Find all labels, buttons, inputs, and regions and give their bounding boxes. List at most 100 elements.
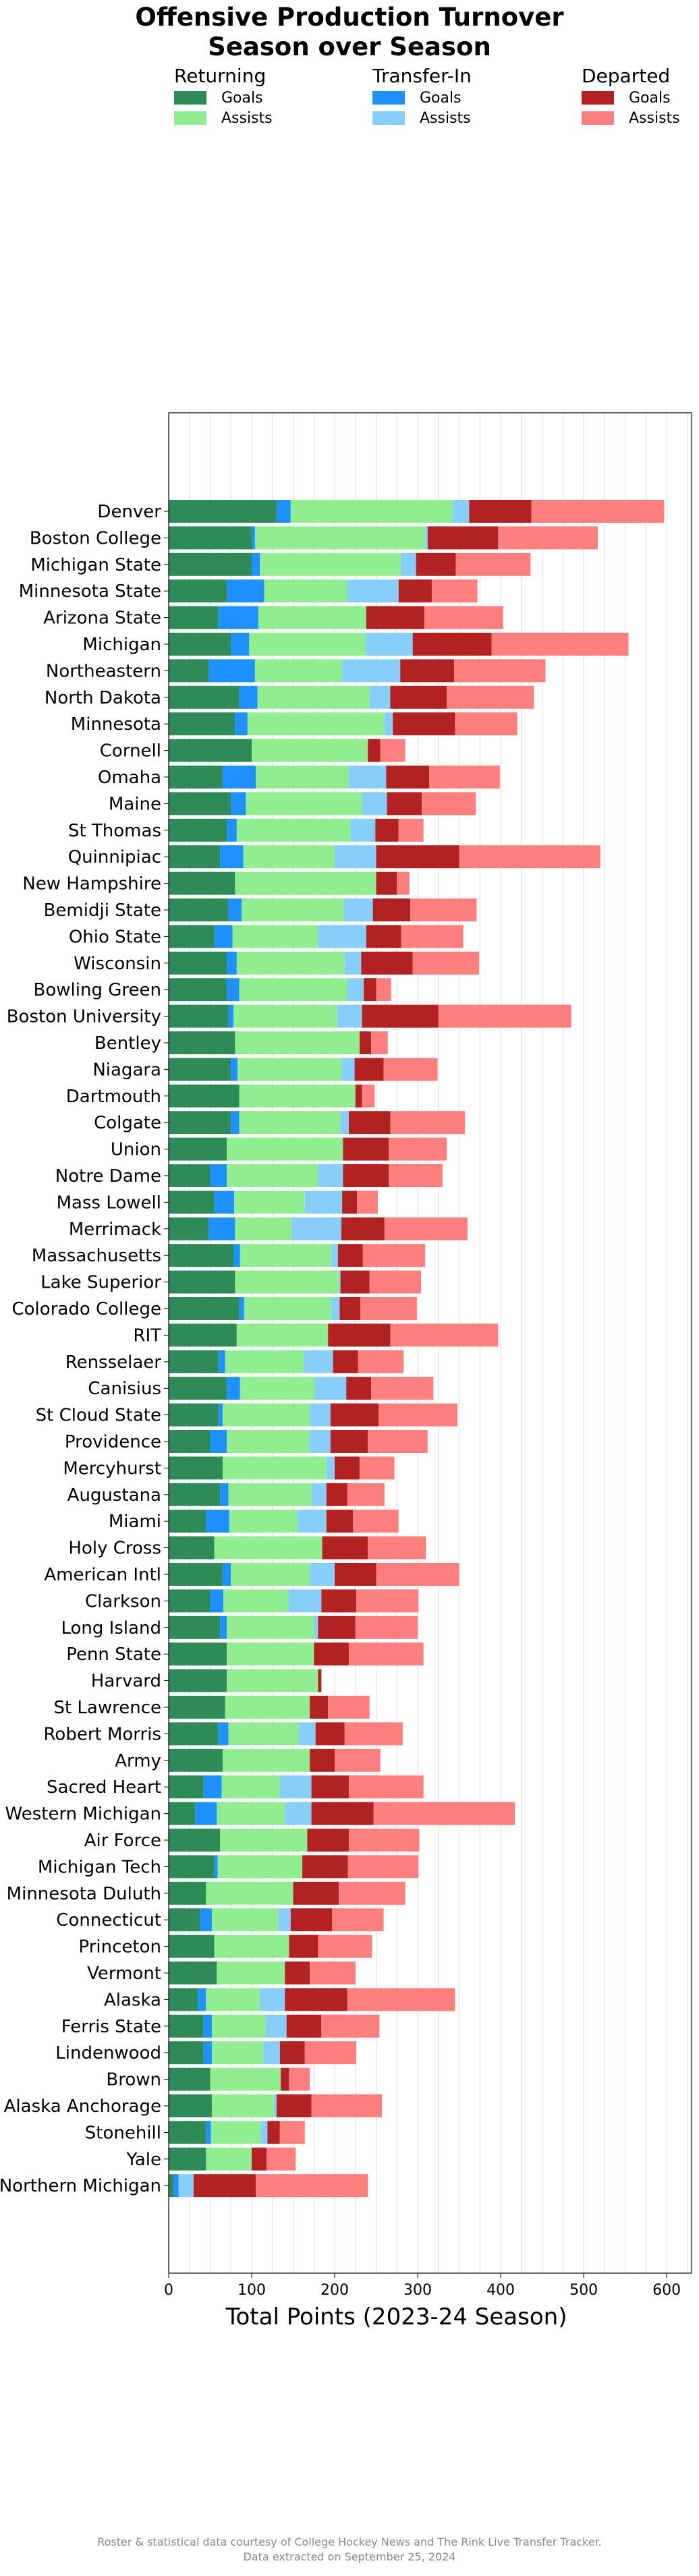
- bar-segment-returning-goals: [169, 1164, 211, 1187]
- bar-segment-transfer-in-assists: [343, 898, 373, 921]
- bar-segment-departed-assists: [311, 2094, 383, 2117]
- legend-swatch-returning-assists: [174, 111, 206, 125]
- bar-segment-returning-assists: [228, 1483, 312, 1506]
- bar-segment-returning-assists: [260, 552, 401, 576]
- bar-segment-departed-goals: [386, 766, 430, 789]
- bar-segment-returning-goals: [169, 1881, 206, 1905]
- bar-segment-transfer-in-goals: [203, 1775, 222, 1799]
- bar-segment-departed-goals: [364, 978, 376, 1002]
- bar-segment-returning-assists: [239, 1084, 356, 1108]
- bar-segment-returning-assists: [232, 925, 318, 948]
- bar-segment-transfer-in-goals: [218, 1403, 223, 1427]
- bar-segment-transfer-in-assists: [274, 2094, 277, 2117]
- legend-group-transfer-in: Transfer-In Goals Assists: [372, 65, 507, 128]
- bar-segment-returning-goals: [169, 606, 219, 629]
- bar-segment-departed-assists: [339, 1881, 406, 1905]
- bar-segment-transfer-in-assists: [314, 1377, 347, 1400]
- bar-segment-departed-goals: [193, 2174, 256, 2198]
- bar-segment-returning-goals: [169, 1908, 200, 1932]
- bar-segment-transfer-in-goals: [252, 526, 255, 550]
- bar-segment-returning-goals: [169, 1031, 235, 1054]
- bar-segment-departed-assists: [332, 1908, 384, 1932]
- y-tick-label: Michigan: [82, 635, 161, 655]
- bar-segment-returning-assists: [252, 739, 368, 762]
- bar-segment-departed-assists: [498, 526, 598, 550]
- legend-swatch-transfer-in-goals: [372, 91, 405, 105]
- bar-segment-departed-assists: [318, 1935, 372, 1958]
- bar-segment-transfer-in-goals: [231, 633, 250, 656]
- bar-segment-returning-goals: [169, 1323, 237, 1347]
- bar-segment-returning-assists: [231, 1563, 310, 1586]
- bar-segment-departed-assists: [379, 1403, 458, 1427]
- bar-segment-departed-goals: [326, 1483, 347, 1506]
- y-tick-label: Alaska Anchorage: [4, 2096, 161, 2117]
- bar-segment-departed-goals: [362, 1004, 439, 1028]
- bar-segment-departed-goals: [376, 871, 397, 895]
- legend-item-transfer-in-goals: Goals: [372, 88, 507, 108]
- bar-segment-departed-assists: [388, 1164, 443, 1187]
- bar-segment-departed-goals: [416, 552, 456, 576]
- bar-segment-departed-goals: [335, 1456, 360, 1480]
- bar-segment-returning-goals: [169, 1935, 215, 1958]
- bar-segment-returning-assists: [256, 766, 349, 789]
- bar-segment-returning-goals: [169, 845, 221, 869]
- bar-segment-transfer-in-assists: [178, 2174, 194, 2198]
- y-tick-label: Lake Superior: [40, 1273, 161, 1293]
- bar-segment-departed-assists: [376, 978, 391, 1002]
- bar-segment-transfer-in-assists: [310, 1563, 335, 1586]
- bar-segment-departed-assists: [348, 1829, 420, 1852]
- bar-segment-departed-assists: [455, 552, 531, 576]
- bar-segment-departed-assists: [328, 1696, 370, 1719]
- bar-segment-returning-goals: [169, 1748, 223, 1772]
- legend-swatch-transfer-in-assists: [372, 111, 405, 125]
- bar-segment-transfer-in-goals: [214, 925, 233, 948]
- bar-segment-departed-assists: [362, 1244, 426, 1267]
- y-tick-label: Colgate: [94, 1113, 161, 1133]
- bar-segment-transfer-in-goals: [276, 500, 291, 523]
- y-tick-label: Denver: [97, 502, 161, 522]
- bar-segment-returning-assists: [234, 1191, 305, 1214]
- bar-segment-returning-assists: [211, 2121, 261, 2144]
- bar-segment-departed-goals: [366, 925, 401, 948]
- bar-segment-departed-assists: [410, 898, 477, 921]
- y-tick-label: St Thomas: [68, 821, 161, 841]
- y-tick-label: Colorado College: [12, 1299, 162, 1319]
- y-tick-label: Robert Morris: [44, 1724, 161, 1744]
- bar-segment-departed-assists: [373, 1802, 515, 1825]
- bar-segment-departed-assists: [447, 685, 534, 709]
- bar-segment-departed-assists: [388, 1137, 447, 1161]
- bar-segment-returning-goals: [169, 1669, 227, 1692]
- bar-segment-transfer-in-goals: [227, 579, 264, 603]
- bar-segment-returning-assists: [240, 1244, 332, 1267]
- bar-segment-returning-assists: [227, 1137, 343, 1161]
- bar-segment-returning-assists: [214, 1536, 323, 1559]
- chart-title-line-1: Offensive Production Turnover: [135, 3, 564, 32]
- bar-segment-departed-goals: [342, 1191, 358, 1214]
- bar-segment-transfer-in-assists: [339, 1270, 341, 1294]
- bar-segment-departed-goals: [361, 951, 413, 975]
- bar-segment-departed-goals: [387, 792, 422, 815]
- bar-segment-returning-goals: [169, 1430, 211, 1453]
- bar-segment-departed-assists: [429, 766, 500, 789]
- bar-segment-transfer-in-assists: [304, 1191, 343, 1214]
- bar-segment-returning-goals: [169, 1217, 209, 1240]
- bar-segment-returning-assists: [233, 1004, 337, 1028]
- bar-segment-returning-assists: [211, 1908, 279, 1932]
- bar-segment-returning-goals: [169, 1456, 223, 1480]
- y-tick-label: Wisconsin: [74, 954, 161, 974]
- bar-segment-transfer-in-assists: [310, 1403, 331, 1427]
- bar-segment-returning-goals: [169, 1137, 227, 1161]
- bar-segment-transfer-in-goals: [220, 1615, 227, 1639]
- legend-swatch-returning-goals: [174, 91, 206, 105]
- bar-segment-departed-assists: [383, 1058, 438, 1081]
- bar-segment-transfer-in-assists: [384, 712, 393, 736]
- chart-title: Offensive Production Turnover Season ove…: [0, 3, 699, 62]
- bar-segment-transfer-in-goals: [231, 1111, 240, 1135]
- bar-segment-returning-assists: [257, 685, 370, 709]
- bar-segment-returning-assists: [236, 818, 351, 842]
- bar-segment-returning-goals: [169, 2067, 211, 2091]
- bar-segment-transfer-in-goals: [239, 685, 258, 709]
- bar-segment-departed-goals: [310, 1696, 329, 1719]
- bar-segment-returning-assists: [225, 1696, 310, 1719]
- legend-label-departed-assists: Assists: [629, 109, 680, 127]
